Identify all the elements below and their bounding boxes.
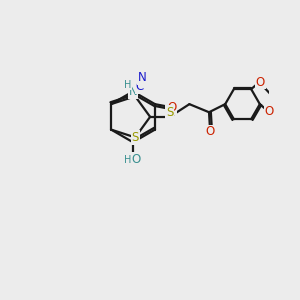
Text: H: H [124, 80, 132, 89]
Text: C: C [135, 80, 143, 94]
Text: O: O [256, 76, 265, 89]
Text: O: O [167, 101, 177, 114]
Text: O: O [265, 105, 274, 118]
Text: S: S [166, 106, 173, 119]
Text: H: H [124, 154, 131, 165]
Text: S: S [131, 131, 139, 144]
Text: O: O [206, 125, 215, 138]
Text: O: O [132, 153, 141, 166]
Text: N: N [129, 85, 137, 98]
Text: N: N [138, 71, 147, 84]
